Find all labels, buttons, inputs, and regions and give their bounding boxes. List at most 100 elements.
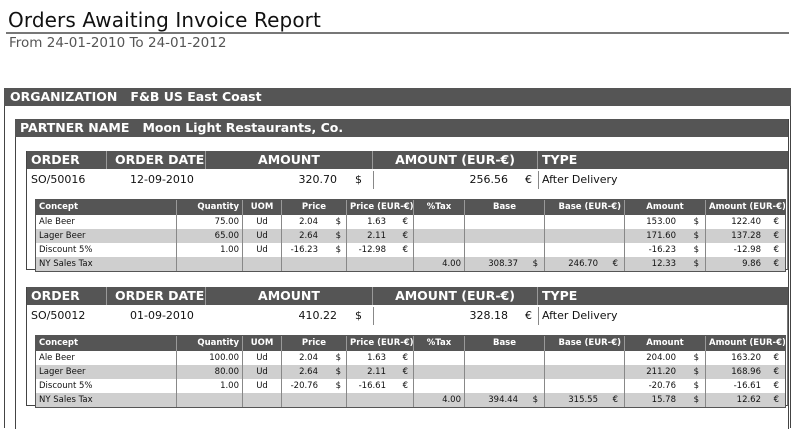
line-price-eur-cell [347,257,414,271]
usd-symbol: $ [693,353,699,363]
line-concept: Ale Beer [36,215,177,229]
order-line-row: Discount 5% 1.00 Ud -20.76 $ -16.61 € -2… [36,379,785,393]
line-tax [414,215,465,229]
line-price-eur: 1.63 [367,353,386,363]
order-date-col-header: ORDER DATE [107,287,206,305]
eur-symbol: € [773,395,779,405]
eur-symbol: € [773,259,779,269]
line-price: -20.76 [290,381,318,391]
concept-header: Concept [36,336,177,351]
column-divider [373,307,374,325]
line-price: 2.04 [299,353,318,363]
line-price: 2.64 [299,367,318,377]
line-amount-cell: 171.60 $ [625,229,706,243]
line-price-cell: 2.64 $ [282,365,347,379]
line-uom: Ud [243,229,282,243]
order-type: After Delivery [542,173,618,186]
line-price-cell [282,257,347,271]
order-line-row: Ale Beer 75.00 Ud 2.04 $ 1.63 € 153.00 $… [36,215,785,229]
uom-header: UOM [243,200,282,215]
line-quantity: 1.00 [177,379,243,393]
line-quantity: 80.00 [177,365,243,379]
order-amount-eur: 328.18 [469,309,509,322]
line-base-eur-cell [545,351,625,365]
line-amount-eur-cell: 168.96 € [706,365,785,379]
line-price-eur-cell: 1.63 € [347,351,414,365]
line-amount-eur-cell: 9.86 € [706,257,785,271]
line-uom: Ud [243,379,282,393]
line-uom [243,393,282,407]
order-number: SO/50016 [31,173,86,186]
line-amount-eur: 168.96 [731,367,761,377]
line-base-eur-cell [545,229,625,243]
order-lines-table: Concept Quantity UOM Price Price (EUR-€)… [35,199,786,272]
line-uom [243,257,282,271]
line-quantity: 75.00 [177,215,243,229]
partner-header: PARTNER NAME Moon Light Restaurants, Co. [15,119,788,137]
order-col-header: ORDER [27,287,107,305]
line-quantity: 1.00 [177,243,243,257]
amount-eur-col-header: AMOUNT (EUR-€) [373,151,538,169]
organization-header: ORGANIZATION F&B US East Coast [4,88,791,106]
line-price-eur-cell: 1.63 € [347,215,414,229]
usd-symbol: $ [335,245,341,255]
eur-symbol: € [525,309,532,322]
line-base-cell [465,379,545,393]
line-amount-cell: 211.20 $ [625,365,706,379]
line-uom: Ud [243,351,282,365]
order-amount: 320.70 [298,173,338,186]
eur-symbol: € [402,245,408,255]
line-amount-cell: 153.00 $ [625,215,706,229]
line-quantity: 100.00 [177,351,243,365]
line-quantity: 65.00 [177,229,243,243]
line-tax: 4.00 [414,257,465,271]
order-block: ORDER ORDER DATE AMOUNT AMOUNT (EUR-€) T… [26,287,788,408]
line-price-eur: 1.63 [367,217,386,227]
line-amount-eur: 12.62 [736,395,761,405]
line-concept: Discount 5% [36,243,177,257]
usd-symbol: $ [693,231,699,241]
eur-symbol: € [402,367,408,377]
usd-symbol: $ [335,217,341,227]
organization-section [4,88,791,428]
line-price-cell: -20.76 $ [282,379,347,393]
concept-header: Concept [36,200,177,215]
report-date-range: From 24-01-2010 To 24-01-2012 [9,35,227,51]
eur-symbol: € [773,217,779,227]
line-price-cell: 2.04 $ [282,215,347,229]
line-amount: 171.60 [646,231,676,241]
usd-symbol: $ [355,309,362,322]
eur-symbol: € [402,381,408,391]
usd-symbol: $ [693,245,699,255]
line-price-eur: -16.61 [358,381,386,391]
order-lines-header-row: Concept Quantity UOM Price Price (EUR-€)… [36,336,785,351]
usd-symbol: $ [335,353,341,363]
order-date: 12-09-2010 [130,173,194,186]
report-title: Orders Awaiting Invoice Report [8,8,321,32]
eur-symbol: € [773,231,779,241]
line-quantity [177,393,243,407]
line-base: 308.37 [488,259,518,269]
line-amount: 15.78 [651,395,676,405]
line-concept: NY Sales Tax [36,393,177,407]
line-amount-cell: -16.23 $ [625,243,706,257]
amount-eur-col-header: AMOUNT (EUR-€) [373,287,538,305]
usd-symbol: $ [532,259,538,269]
type-col-header: TYPE [538,151,788,169]
line-base-cell [465,215,545,229]
line-amount: -16.23 [648,245,676,255]
line-tax [414,243,465,257]
line-tax [414,365,465,379]
line-amount-cell: 15.78 $ [625,393,706,407]
line-amount-eur: 163.20 [731,353,761,363]
base-header: Base [465,336,545,351]
line-amount-cell: 12.33 $ [625,257,706,271]
order-line-row: Ale Beer 100.00 Ud 2.04 $ 1.63 € 204.00 … [36,351,785,365]
eur-symbol: € [773,367,779,377]
order-line-row: Lager Beer 65.00 Ud 2.64 $ 2.11 € 171.60… [36,229,785,243]
line-base-eur: 246.70 [568,259,598,269]
line-price-eur-cell: 2.11 € [347,229,414,243]
order-amount-eur: 256.56 [469,173,509,186]
line-amount-eur: -12.98 [733,245,761,255]
line-amount-eur-cell: -16.61 € [706,379,785,393]
